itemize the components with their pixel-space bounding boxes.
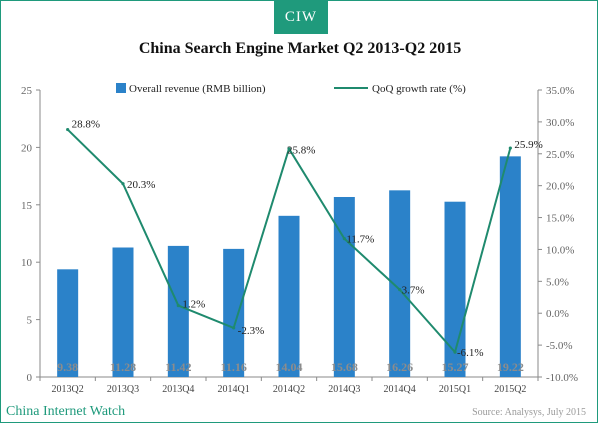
line-value-label: 1.2% — [182, 299, 205, 311]
y-right-tick-label: -10.0% — [546, 372, 578, 384]
bar — [167, 245, 189, 377]
y-right-tick-label: 30.0% — [546, 117, 574, 129]
line-value-label: 3.7% — [402, 285, 425, 297]
y-left-tick-label: 5 — [27, 315, 33, 327]
x-tick-label: 2013Q2 — [52, 384, 84, 395]
legend-bar-swatch — [116, 83, 126, 93]
ciw-badge: CIW — [274, 0, 328, 34]
line-point — [66, 127, 70, 132]
x-tick-label: 2015Q2 — [494, 384, 526, 395]
bar-value-label: 16.26 — [386, 360, 413, 374]
line-value-label: 28.8% — [72, 119, 100, 131]
legend-line-label: QoQ growth rate (%) — [372, 83, 466, 95]
bar — [333, 196, 355, 377]
line-point — [342, 237, 346, 241]
line-value-label: 25.8% — [287, 145, 315, 157]
data-labels: 9.38 11.28 11.42 11.16 14.04 15.68 16.26 15.27 1… — [57, 119, 543, 374]
y-right-tick-label: -5.0% — [546, 340, 573, 352]
line-point — [508, 146, 512, 150]
footer-brand: China Internet Watch — [6, 404, 126, 419]
bar — [499, 156, 521, 377]
bar — [112, 247, 134, 377]
y-left-tick-label: 10 — [21, 257, 33, 269]
line-value-label: 25.9% — [514, 139, 542, 151]
y-right-tick-label: 35.0% — [546, 85, 574, 97]
legend-bar-label: Overall revenue (RMB billion) — [129, 83, 266, 95]
x-tick-label: 2015Q1 — [439, 384, 471, 395]
legend: Overall revenue (RMB billion) QoQ growth … — [116, 83, 466, 95]
x-tick-label: 2014Q1 — [218, 384, 250, 395]
bar-value-label: 11.28 — [110, 360, 136, 374]
bar-value-label: 14.04 — [276, 360, 303, 374]
x-tick-label: 2014Q3 — [328, 384, 360, 395]
y-right-tick-label: 10.0% — [546, 244, 574, 256]
chart-title: China Search Engine Market Q2 2013-Q2 20… — [138, 40, 462, 57]
footer-source: Source: Analysys, July 2015 — [472, 407, 586, 418]
y-right-tick-label: 5.0% — [546, 276, 569, 288]
y-right-tick-label: 15.0% — [546, 213, 574, 225]
bar-value-label: 19.22 — [497, 360, 524, 374]
y-left-tick-label: 15 — [21, 200, 33, 212]
line-point — [121, 182, 125, 186]
line-point — [176, 303, 180, 308]
x-tick-label: 2013Q3 — [107, 384, 139, 395]
bar-value-label: 9.38 — [57, 360, 78, 374]
line-value-label: 11.7% — [346, 234, 374, 246]
bar-value-label: 15.27 — [442, 360, 469, 374]
line-point — [287, 147, 291, 151]
line-value-label: -2.3% — [238, 325, 265, 337]
bar-value-label: 11.16 — [220, 360, 246, 374]
axes: 0 5 10 15 20 25 -10.0% -5.0% 0.0% 5.0% 10.0% 15.0% 2… — [21, 85, 578, 395]
x-tick-label: 2014Q2 — [273, 384, 305, 395]
line-point — [232, 326, 236, 330]
bar — [389, 190, 411, 377]
x-tick-label: 2013Q4 — [162, 384, 194, 395]
line-point — [453, 350, 457, 354]
line-value-label: 20.3% — [127, 179, 155, 191]
bar-series — [57, 156, 521, 377]
line-value-label: -6.1% — [457, 347, 484, 359]
y-right-tick-label: 20.0% — [546, 181, 574, 193]
line-series — [66, 127, 512, 354]
x-tick-label: 2014Q4 — [384, 384, 416, 395]
y-right-tick-label: 0.0% — [546, 308, 569, 320]
y-left-tick-label: 20 — [21, 142, 33, 154]
bar — [57, 269, 79, 377]
bar-value-label: 11.42 — [165, 360, 191, 374]
line-point — [398, 288, 402, 292]
y-left-tick-label: 25 — [21, 85, 33, 97]
bar — [223, 248, 245, 377]
y-right-tick-label: 25.0% — [546, 149, 574, 161]
bar-value-label: 15.68 — [331, 360, 358, 374]
bar — [278, 215, 300, 377]
y-left-tick-label: 0 — [27, 372, 33, 384]
